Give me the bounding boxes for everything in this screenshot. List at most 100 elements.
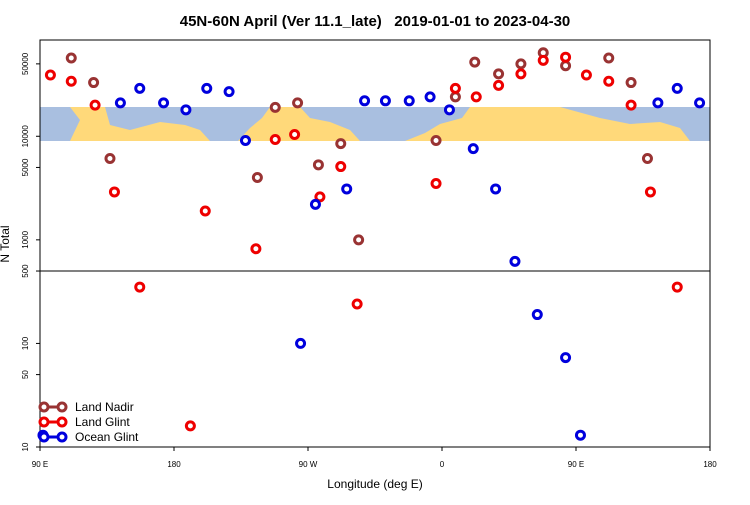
plot-frame xyxy=(39,39,711,448)
x-axis-label: Longitude (deg E) xyxy=(327,477,422,491)
y-tick-label: 1000 xyxy=(21,230,30,248)
point xyxy=(449,82,461,94)
map-land xyxy=(105,107,270,141)
point xyxy=(269,101,281,113)
point xyxy=(335,138,347,150)
point xyxy=(694,97,706,109)
point xyxy=(560,60,572,72)
point xyxy=(359,95,371,107)
point xyxy=(644,186,656,198)
y-tick-label: 10 xyxy=(21,442,30,451)
point xyxy=(493,79,505,91)
point xyxy=(424,91,436,103)
point xyxy=(312,159,324,171)
map-land xyxy=(40,107,80,141)
point xyxy=(515,68,527,80)
point xyxy=(65,52,77,64)
legend-marker xyxy=(56,416,68,428)
point xyxy=(295,337,307,349)
point xyxy=(104,153,116,165)
point xyxy=(379,95,391,107)
point xyxy=(443,104,455,116)
y-tick-label: 5000 xyxy=(21,158,30,176)
point xyxy=(490,183,502,195)
map-strip xyxy=(40,107,710,141)
point xyxy=(292,97,304,109)
legend-marker xyxy=(56,431,68,443)
point xyxy=(580,69,592,81)
point xyxy=(603,52,615,64)
point xyxy=(65,75,77,87)
chart-title: 45N-60N April (Ver 11.1_late) 2019-01-01… xyxy=(180,13,571,30)
legend-label: Ocean Glint xyxy=(75,430,139,444)
y-axis-label: N Total xyxy=(0,225,12,262)
point xyxy=(44,69,56,81)
point xyxy=(201,82,213,94)
legend-marker xyxy=(38,431,50,443)
point xyxy=(180,104,192,116)
point xyxy=(574,429,586,441)
y-tick-label: 10000 xyxy=(21,125,30,148)
point xyxy=(560,51,572,63)
point xyxy=(158,97,170,109)
legend-marker xyxy=(38,401,50,413)
point xyxy=(625,99,637,111)
y-tick-label: 100 xyxy=(21,336,30,350)
point xyxy=(335,161,347,173)
legend-label: Land Glint xyxy=(75,415,130,429)
x-tick-label: 90 E xyxy=(32,460,48,469)
point xyxy=(351,298,363,310)
point xyxy=(309,198,321,210)
point xyxy=(341,183,353,195)
point xyxy=(289,129,301,141)
legend-label: Land Nadir xyxy=(75,400,134,414)
point xyxy=(114,97,126,109)
point xyxy=(531,309,543,321)
x-tick-label: 180 xyxy=(167,460,181,469)
point xyxy=(184,420,196,432)
point xyxy=(537,54,549,66)
point xyxy=(353,234,365,246)
point xyxy=(449,91,461,103)
legend-marker xyxy=(56,401,68,413)
point xyxy=(515,58,527,70)
point xyxy=(493,68,505,80)
point xyxy=(603,75,615,87)
y-tick-label: 50 xyxy=(21,370,30,379)
point xyxy=(134,82,146,94)
point xyxy=(470,91,482,103)
x-tick-label: 180 xyxy=(703,460,717,469)
point xyxy=(134,281,146,293)
x-tick-label: 90 E xyxy=(568,460,584,469)
point xyxy=(652,97,664,109)
legend-marker xyxy=(38,416,50,428)
point xyxy=(560,352,572,364)
point xyxy=(641,153,653,165)
point xyxy=(509,255,521,267)
x-tick-label: 0 xyxy=(440,460,445,469)
map-land xyxy=(560,107,710,141)
map-land xyxy=(300,107,470,141)
point xyxy=(199,205,211,217)
point xyxy=(250,243,262,255)
y-tick-label: 500 xyxy=(21,264,30,278)
point xyxy=(403,95,415,107)
point xyxy=(469,56,481,68)
point xyxy=(625,77,637,89)
x-tick-label: 90 W xyxy=(299,460,318,469)
point xyxy=(108,186,120,198)
point xyxy=(430,177,442,189)
point xyxy=(671,82,683,94)
point xyxy=(239,135,251,147)
point xyxy=(88,77,100,89)
point xyxy=(269,134,281,146)
point xyxy=(430,135,442,147)
y-tick-label: 50000 xyxy=(21,52,30,75)
point xyxy=(223,86,235,98)
point xyxy=(314,191,326,203)
point xyxy=(251,171,263,183)
point xyxy=(671,281,683,293)
point xyxy=(467,143,479,155)
